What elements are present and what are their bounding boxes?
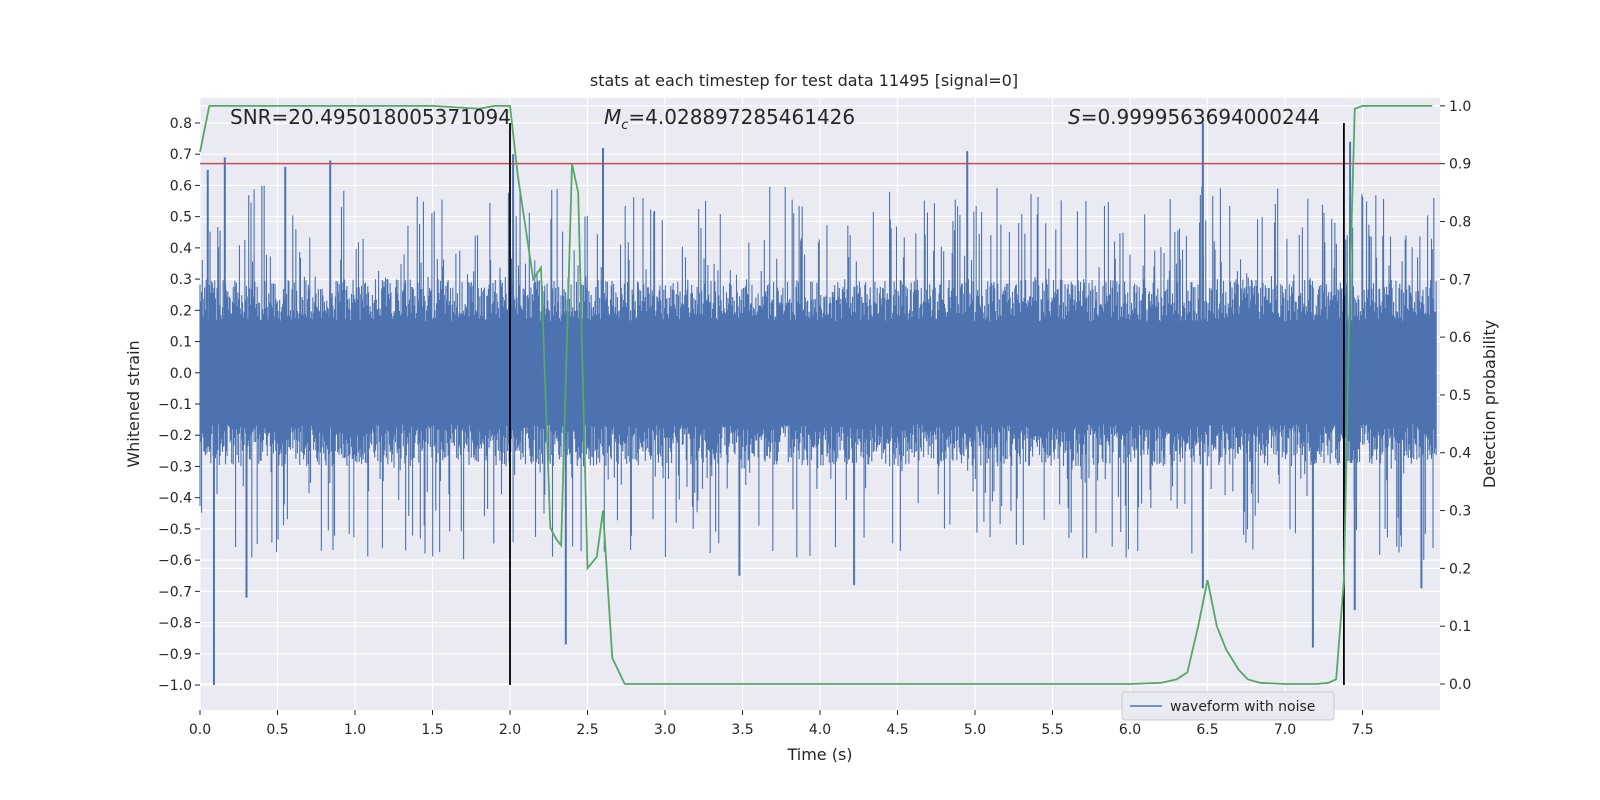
s-annotation: S=0.9999563694000244: [1068, 105, 1320, 129]
y2-tick-label: 0.5: [1449, 388, 1471, 404]
y-tick-label: −0.9: [158, 647, 192, 663]
y-tick-label: 0.0: [170, 366, 192, 382]
x-tick-label: 7.5: [1351, 722, 1373, 738]
y2-tick-label: 0.4: [1449, 446, 1471, 462]
y2-tick-label: 0.8: [1449, 214, 1471, 230]
x-tick-label: 4.0: [809, 722, 831, 738]
y2-tick-label: 0.0: [1449, 677, 1471, 693]
x-axis-label: Time (s): [786, 745, 852, 764]
y2-tick-label: 0.9: [1449, 157, 1471, 173]
chart-title: stats at each timestep for test data 114…: [590, 71, 1018, 90]
y2-tick-label: 0.1: [1449, 619, 1471, 635]
y-tick-label: 0.3: [170, 272, 192, 288]
y-tick-label: 0.1: [170, 335, 192, 351]
x-tick-label: 5.0: [964, 722, 986, 738]
y-tick-label: 0.7: [170, 147, 192, 163]
chirp-mass-value: =4.028897285461426: [628, 105, 855, 129]
y2-tick-label: 1.0: [1449, 99, 1471, 115]
x-tick-label: 4.5: [886, 722, 908, 738]
y-tick-label: −0.8: [158, 616, 192, 632]
x-tick-label: 1.0: [344, 722, 366, 738]
legend-label: waveform with noise: [1170, 699, 1315, 715]
probability-series-layer: [199, 104, 1433, 685]
y-tick-label: −0.4: [158, 491, 192, 507]
chirp-mass-symbol: M: [604, 105, 621, 129]
plot-area: [199, 98, 1440, 710]
y2-tick-label: 0.6: [1449, 330, 1471, 346]
x-tick-label: 3.0: [654, 722, 676, 738]
s-symbol: S: [1068, 105, 1081, 129]
y-tick-label: −0.7: [158, 584, 192, 600]
y-tick-label: −1.0: [158, 678, 192, 694]
x-tick-label: 2.5: [576, 722, 598, 738]
y-tick-label: −0.1: [158, 397, 192, 413]
legend: waveform with noise: [1121, 691, 1335, 721]
waveform-series: [199, 122, 1437, 686]
x-tick-label: 1.5: [421, 722, 443, 738]
y-axis-label: Whitened strain: [124, 340, 143, 467]
y2-axis-label: Detection probability: [1480, 320, 1499, 488]
y-axis-right: 1.0 0.9 0.8 0.7 0.6 0.5 0.4 0.3 0.2 0.1 0.0: [1440, 99, 1471, 693]
x-axis: 0.0 0.5 1.0 1.5 2.0 2.5 3.0 3.5 4.0 4.5 5.0 5.5 6.0 6…: [189, 710, 1374, 738]
y-tick-label: 0.8: [170, 116, 192, 132]
y-tick-label: 0.4: [170, 241, 192, 257]
x-tick-label: 3.5: [731, 722, 753, 738]
y-tick-label: 0.6: [170, 178, 192, 194]
y-tick-label: −0.5: [158, 522, 192, 538]
y-tick-label: −0.2: [158, 428, 192, 444]
legend-box: [1121, 691, 1335, 721]
y-tick-label: 0.2: [170, 303, 192, 319]
y2-tick-label: 0.3: [1449, 504, 1471, 520]
snr-annotation: SNR=20.495018005371094: [230, 105, 511, 129]
x-tick-label: 0.5: [266, 722, 288, 738]
y-tick-label: −0.6: [158, 553, 192, 569]
chirp-mass-annotation: Mc=4.028897285461426: [604, 105, 855, 133]
y-tick-label: −0.3: [158, 459, 192, 475]
x-tick-label: 2.0: [499, 722, 521, 738]
y2-tick-label: 0.7: [1449, 272, 1471, 288]
x-tick-label: 7.0: [1274, 722, 1296, 738]
x-tick-label: 6.0: [1119, 722, 1141, 738]
waveform-noise-trace: [199, 185, 1437, 561]
x-tick-label: 5.5: [1041, 722, 1063, 738]
chirp-mass-subscript: c: [621, 118, 628, 133]
probability-line: [199, 104, 1433, 685]
x-tick-label: 0.0: [189, 722, 211, 738]
x-tick-label: 6.5: [1196, 722, 1218, 738]
y-tick-label: 0.5: [170, 210, 192, 226]
s-value: =0.9999563694000244: [1081, 105, 1320, 129]
y-axis-left: 0.8 0.7 0.6 0.5 0.4 0.3 0.2 0.1 0.0 −0.1 −0.2 −0.3 −…: [158, 116, 200, 694]
y2-tick-label: 0.2: [1449, 561, 1471, 577]
